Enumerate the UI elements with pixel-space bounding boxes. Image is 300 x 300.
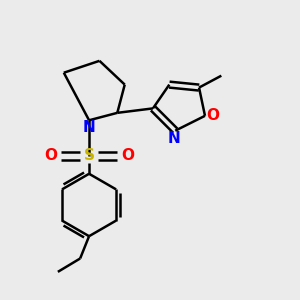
Text: S: S bbox=[84, 148, 94, 164]
Text: O: O bbox=[44, 148, 57, 164]
Text: N: N bbox=[83, 120, 95, 135]
Text: N: N bbox=[167, 130, 180, 146]
Text: O: O bbox=[206, 108, 219, 123]
Text: O: O bbox=[121, 148, 134, 164]
